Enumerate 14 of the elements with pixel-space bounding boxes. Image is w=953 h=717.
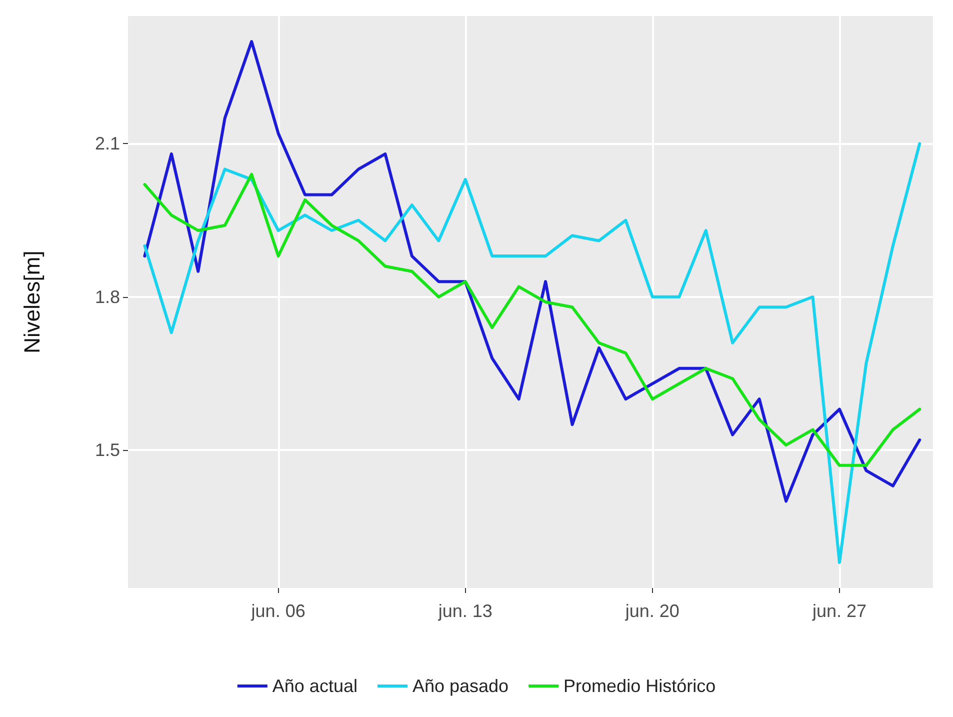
legend-label: Año pasado [412, 676, 509, 696]
y-tick-label: 1.5 [94, 440, 120, 460]
y-tick-label: 1.8 [94, 286, 120, 307]
line-series [143, 172, 922, 467]
x-tick-label: jun. 06 [250, 601, 306, 621]
y-axis-title: Niveles[m] [20, 250, 44, 354]
x-tick-label: jun. 27 [811, 601, 866, 621]
line-series [143, 142, 922, 564]
y-tick-label: 2.1 [94, 134, 120, 154]
legend-label: Promedio Histórico [564, 676, 716, 696]
x-tick-label: jun. 13 [437, 601, 492, 621]
x-tick-label: jun. 20 [624, 601, 680, 621]
legend-label: Año actual [272, 676, 358, 696]
line-series [143, 40, 922, 503]
